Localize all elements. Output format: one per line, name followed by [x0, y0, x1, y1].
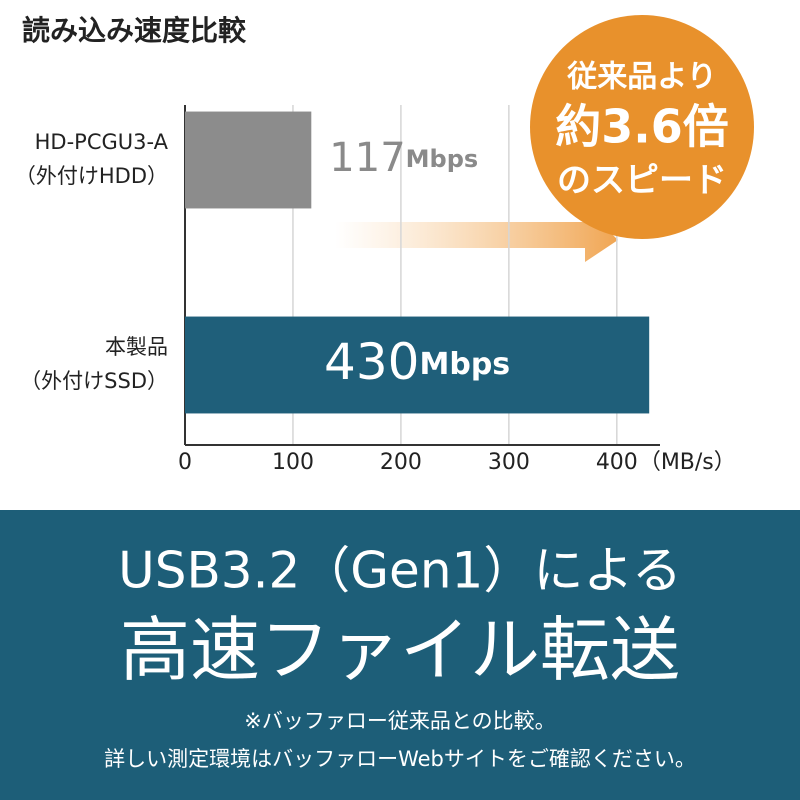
x-tick-label: 200	[380, 450, 422, 475]
banner-note: 詳しい測定環境はバッファローWebサイトをご確認ください。	[104, 747, 696, 771]
plot-area: 0 100 200 300 400 （MB/s） HD-PCGU3-A （外付けHDD） 117…	[15, 105, 736, 475]
banner-subheadline: 高速ファイル転送	[120, 609, 680, 691]
bar	[185, 316, 650, 414]
x-tick-label: 100	[272, 450, 314, 475]
banner-headline: USB3.2（Gen1）による	[118, 542, 682, 600]
x-tick-label: 0	[178, 450, 192, 475]
badge	[530, 15, 754, 239]
y-tick-label: 本製品	[105, 335, 168, 359]
badge-text: 約3.6倍	[555, 100, 729, 154]
badge-text: のスピード	[557, 161, 727, 201]
banner-note: ※バッファロー従来品との比較。	[244, 709, 555, 733]
x-tick-label: 400	[596, 450, 638, 475]
arrow	[335, 208, 618, 262]
x-tick-label: 300	[488, 450, 530, 475]
chart-title: 読み込み速度比較	[22, 14, 247, 47]
badge-text: 従来品より	[566, 60, 716, 95]
y-tick-label: （外付けSSD）	[20, 369, 168, 393]
bar	[185, 111, 312, 209]
value-label: 117Mbps	[329, 135, 478, 181]
y-tick-label: HD-PCGU3-A	[35, 130, 169, 154]
y-tick-label: （外付けHDD）	[15, 164, 168, 188]
value-label: 430Mbps	[324, 333, 510, 391]
banner	[0, 510, 800, 800]
x-axis-unit: （MB/s）	[639, 450, 736, 475]
